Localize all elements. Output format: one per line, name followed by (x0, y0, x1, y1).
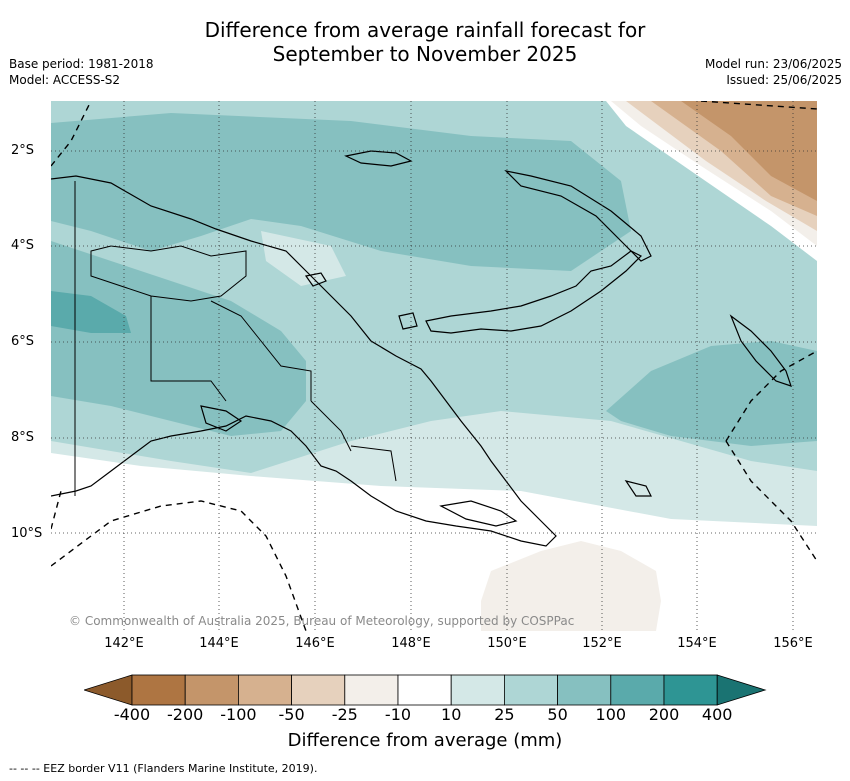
colorbar (84, 674, 767, 706)
title-line-1: Difference from average rainfall forecas… (204, 18, 646, 42)
colorbar-segment (610, 674, 665, 706)
colorbar-tick-label: 10 (441, 705, 462, 724)
colorbar-segment (184, 674, 239, 706)
colorbar-tick-label: -100 (220, 705, 257, 724)
lat-label-4s: 4°S (11, 238, 35, 253)
colorbar-tick-label: 25 (494, 705, 515, 724)
colorbar-segment (237, 674, 292, 706)
band-10-25-patch (261, 231, 346, 286)
colorbar-extend-high (716, 674, 767, 706)
colorbar-segment (663, 674, 718, 706)
colorbar-tick-label: 400 (701, 705, 733, 724)
band-minus100-200 (681, 101, 817, 201)
lon-label-148e: 148°E (391, 636, 431, 651)
province-borders (74, 181, 397, 496)
lon-label-150e: 150°E (487, 636, 527, 651)
meta-left: Base period: 1981-2018 Model: ACCESS-S2 (9, 56, 154, 88)
lon-label-152e: 152°E (582, 636, 622, 651)
lat-label-6s: 6°S (11, 334, 35, 349)
colorbar-tick-label: 50 (547, 705, 568, 724)
colorbar-tick-label: -25 (331, 705, 358, 724)
footer-eez-note: -- -- -- EEZ border V11 (Flanders Marine… (9, 762, 318, 775)
base-period-text: Base period: 1981-2018 (9, 57, 154, 71)
band-minus10-25-se (481, 541, 661, 631)
rainfall-map (51, 101, 817, 631)
colorbar-extend-low (84, 674, 133, 706)
colorbar-tick-label: -200 (167, 705, 204, 724)
colorbar-segment (450, 674, 505, 706)
model-run-text: Model run: 23/06/2025 (704, 57, 842, 71)
issued-text: Issued: 25/06/2025 (726, 73, 842, 87)
band-50-100-north (51, 113, 631, 271)
colorbar-title: Difference from average (mm) (287, 730, 563, 751)
eez-border (51, 101, 817, 631)
title-line-2: September to November 2025 (272, 42, 578, 66)
colorbar-tick-label: -400 (113, 705, 151, 724)
coastline (51, 150, 792, 547)
meta-right: Model run: 23/06/2025 Issued: 25/06/2025 (705, 56, 842, 88)
colorbar-tick-label: -50 (278, 705, 305, 724)
colorbar-tick-label: 200 (648, 705, 680, 724)
colorbar-segment (131, 674, 186, 706)
band-50-100-east (606, 341, 817, 446)
colorbar-segment (291, 674, 346, 706)
colorbar-segment (557, 674, 612, 706)
colorbar-segment (344, 674, 399, 706)
band-100-200 (51, 291, 131, 333)
colorbar-segment (397, 674, 452, 706)
copyright-text: © Commonwealth of Australia 2025, Bureau… (69, 614, 575, 628)
lat-label-2s: 2°S (11, 143, 35, 158)
colorbar-tick-label: -10 (384, 705, 412, 724)
lat-label-8s: 8°S (11, 430, 35, 445)
map-svg (51, 101, 817, 631)
graticule (51, 101, 817, 631)
lon-label-154e: 154°E (677, 636, 717, 651)
map-title: Difference from average rainfall forecas… (0, 18, 850, 66)
lon-label-142e: 142°E (104, 636, 144, 651)
lon-label-144e: 144°E (199, 636, 239, 651)
colorbar-tick-label: 100 (595, 705, 627, 724)
colorbar-segment (503, 674, 558, 706)
lat-label-10s: 10°S (11, 526, 43, 541)
lon-label-146e: 146°E (295, 636, 335, 651)
band-50-100-west (51, 241, 306, 436)
lon-label-156e: 156°E (773, 636, 813, 651)
model-text: Model: ACCESS-S2 (9, 73, 121, 87)
